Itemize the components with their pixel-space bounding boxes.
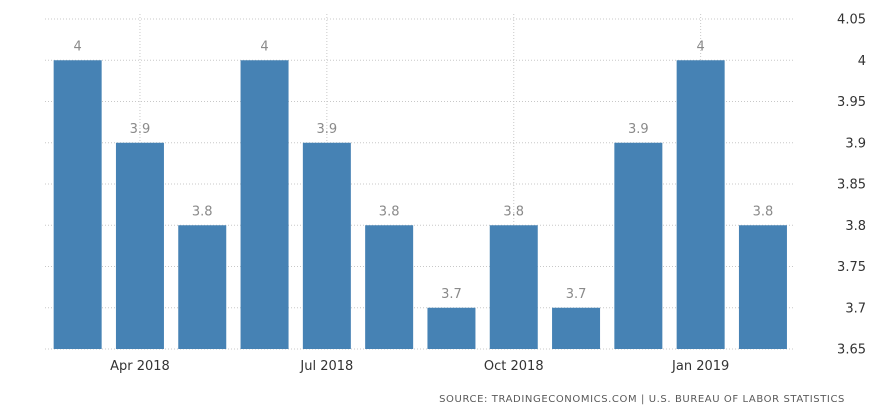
bar: [427, 307, 476, 349]
bar: [302, 142, 351, 349]
bar: [53, 60, 102, 349]
bar: [614, 142, 663, 349]
y-tick-label: 3.8: [845, 219, 866, 234]
bar-value-label: 4: [697, 39, 705, 54]
bar: [489, 225, 538, 349]
bar-value-label: 4: [74, 39, 82, 54]
y-tick-label: 4.05: [837, 13, 866, 28]
bar: [240, 60, 289, 349]
x-axis-ticks: Apr 2018 Jul 2018 Oct 2018 Jan 2019: [110, 359, 729, 374]
x-tick-label: Jan 2019: [671, 359, 729, 374]
y-tick-label: 3.7: [845, 301, 866, 316]
bar-value-label: 3.8: [753, 204, 774, 219]
x-tick-label: Jul 2018: [299, 359, 353, 374]
bar-value-label: 3.8: [192, 204, 213, 219]
source-note: SOURCE: TRADINGECONOMICS.COM | U.S. BURE…: [439, 394, 845, 405]
bar-value-label: 3.9: [628, 122, 649, 137]
bar-value-label: 3.9: [317, 122, 338, 137]
bar: [676, 60, 725, 349]
bar: [552, 307, 601, 349]
y-tick-label: 3.9: [845, 136, 866, 151]
bar-value-labels: 4 3.9 3.8 4 3.9 3.8 3.7 3.8 3.7 3.9 4 3.8: [74, 39, 774, 302]
bar-value-label: 3.8: [379, 204, 400, 219]
y-tick-label: 3.85: [837, 178, 866, 193]
y-tick-label: 3.95: [837, 95, 866, 110]
bar: [365, 225, 414, 349]
y-tick-label: 3.65: [837, 343, 866, 358]
x-tick-label: Oct 2018: [484, 359, 544, 374]
y-tick-label: 3.75: [837, 260, 866, 275]
bar-value-label: 4: [260, 39, 268, 54]
bar-value-label: 3.7: [566, 287, 587, 302]
bar-value-label: 3.8: [503, 204, 524, 219]
bars: [53, 60, 787, 349]
x-tick-label: Apr 2018: [110, 359, 170, 374]
y-tick-label: 4: [858, 54, 866, 69]
bar: [115, 142, 164, 349]
y-axis-ticks: 3.65 3.7 3.75 3.8 3.85 3.9 3.95 4 4.05: [837, 13, 866, 358]
bar-value-label: 3.7: [441, 287, 462, 302]
bar: [738, 225, 787, 349]
bar: [178, 225, 227, 349]
bar-value-label: 3.9: [130, 122, 151, 137]
